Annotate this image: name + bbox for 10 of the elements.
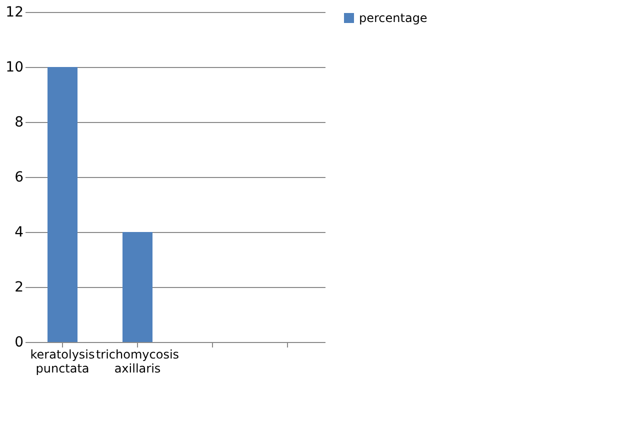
y-tick-label: 2: [14, 280, 24, 296]
y-tick-label: 6: [14, 170, 24, 186]
y-tick-label: 8: [14, 114, 24, 130]
legend-label: percentage: [359, 11, 428, 25]
y-tick-label: 4: [14, 224, 24, 240]
x-tick-label: keratolysis punctata: [30, 348, 95, 376]
x-tick-label: trichomycosis axillaris: [96, 348, 180, 376]
y-tick-label: 10: [6, 60, 24, 76]
y-tick-label: 0: [14, 334, 24, 350]
y-tick-label: 12: [6, 4, 24, 20]
